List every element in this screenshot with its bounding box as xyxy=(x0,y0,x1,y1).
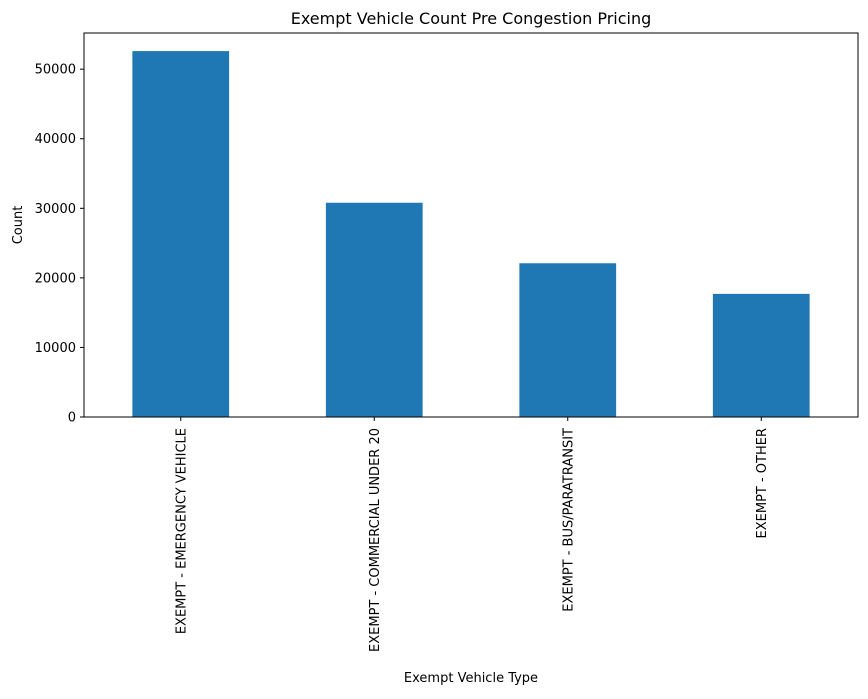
y-axis-ticks: 0 10000 20000 30000 40000 50000 xyxy=(35,63,84,426)
x-tick-label: EXEMPT - COMMERCIAL UNDER 20 xyxy=(368,428,383,652)
x-axis-ticks: EXEMPT - EMERGENCY VEHICLE EXEMPT - COMME… xyxy=(174,417,770,652)
y-tick-label: 10000 xyxy=(35,341,76,356)
x-tick-label: EXEMPT - EMERGENCY VEHICLE xyxy=(174,428,189,634)
bar xyxy=(325,202,423,417)
chart-title: Exempt Vehicle Count Pre Congestion Pric… xyxy=(291,9,652,28)
y-tick-label: 30000 xyxy=(35,202,76,217)
y-tick-label: 0 xyxy=(68,411,76,426)
bar xyxy=(519,263,617,417)
bar xyxy=(132,51,230,418)
x-tick-label: EXEMPT - OTHER xyxy=(755,428,770,538)
bar xyxy=(712,293,810,417)
y-tick-label: 40000 xyxy=(35,132,76,147)
bars-group xyxy=(132,51,810,418)
plot-frame xyxy=(83,32,859,418)
y-tick-label: 20000 xyxy=(35,271,76,286)
x-tick-label: EXEMPT - BUS/PARATRANSIT xyxy=(561,428,576,612)
x-axis-label: Exempt Vehicle Type xyxy=(404,671,538,686)
y-axis-label: Count xyxy=(11,206,26,245)
y-tick-label: 50000 xyxy=(35,63,76,78)
